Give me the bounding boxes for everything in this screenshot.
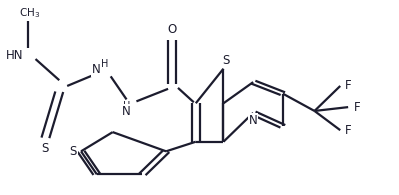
Text: N: N <box>122 105 131 118</box>
Text: CH$_3$: CH$_3$ <box>19 6 40 20</box>
Text: S: S <box>70 145 77 158</box>
Text: F: F <box>345 80 352 92</box>
Text: S: S <box>222 54 229 67</box>
Text: S: S <box>42 142 49 155</box>
Text: N: N <box>249 114 257 127</box>
Text: F: F <box>345 124 352 137</box>
Text: F: F <box>354 101 361 114</box>
Text: HN: HN <box>6 49 24 62</box>
Text: O: O <box>168 23 177 36</box>
Text: N: N <box>92 63 101 76</box>
Text: H: H <box>101 59 109 69</box>
Text: H: H <box>123 101 130 111</box>
